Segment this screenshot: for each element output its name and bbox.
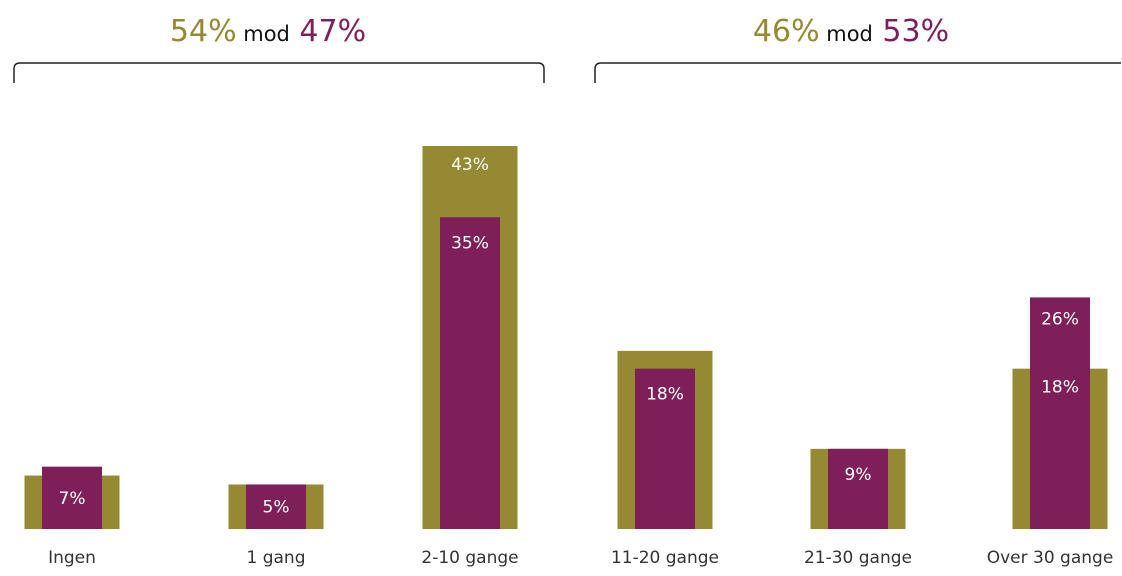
- data-label-olive-5: 18%: [1041, 378, 1079, 398]
- tick-label-1: 1 gang: [247, 548, 306, 568]
- data-label-plum-3: 18%: [646, 385, 684, 405]
- bar-plum-2: [440, 217, 500, 530]
- bar-plum-3: [635, 368, 695, 529]
- group-header-value-a: 46%: [753, 14, 820, 49]
- group-header-value-b: 47%: [290, 14, 366, 49]
- group-header-mod: mod: [820, 22, 873, 46]
- bar-plum-5: [1030, 297, 1090, 529]
- data-label-plum-0: 7%: [59, 489, 86, 509]
- tick-label-4: 21-30 gange: [804, 548, 912, 568]
- group-header-value-a: 54%: [170, 14, 237, 49]
- group-bracket-0: [13, 62, 545, 83]
- group-header-0: 54% mod 47%: [170, 14, 366, 49]
- tick-label-3: 11-20 gange: [611, 548, 719, 568]
- tick-label-5: Over 30 gange: [987, 548, 1114, 568]
- bar-plum-1: [246, 484, 306, 529]
- tick-label-0: Ingen: [48, 548, 96, 568]
- data-label-plum-1: 5%: [263, 498, 290, 518]
- data-label-plum-2: 35%: [451, 233, 489, 253]
- data-label-plum-5: 26%: [1041, 309, 1079, 329]
- group-bracket-1: [594, 62, 1121, 83]
- bar-plum-0: [42, 466, 102, 529]
- group-header-value-b: 53%: [873, 14, 949, 49]
- tick-label-2: 2-10 gange: [421, 548, 518, 568]
- data-label-plum-4: 9%: [845, 465, 872, 485]
- bar-plum-4: [828, 448, 888, 529]
- data-label-olive-2: 43%: [451, 155, 489, 175]
- group-header-mod: mod: [237, 22, 290, 46]
- group-header-1: 46% mod 53%: [753, 14, 949, 49]
